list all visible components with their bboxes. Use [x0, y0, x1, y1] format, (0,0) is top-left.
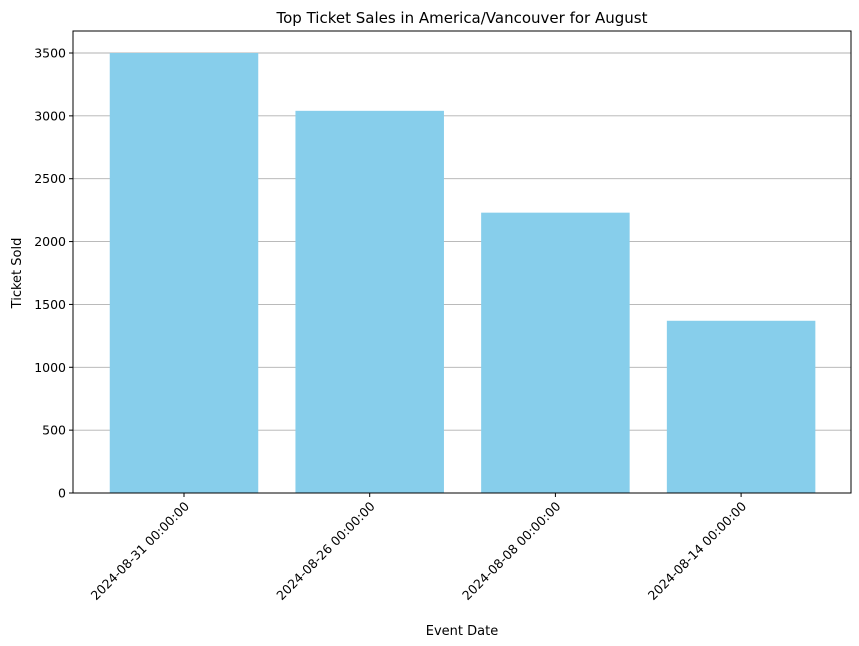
- bar: [481, 212, 630, 493]
- y-axis-label: Ticket Sold: [10, 238, 25, 310]
- y-tick-label: 0: [58, 486, 66, 501]
- bar: [295, 110, 444, 493]
- x-axis-label: Event Date: [426, 624, 498, 639]
- y-tick-label: 1500: [34, 297, 66, 312]
- x-tick-label: 2024-08-14 00:00:00: [645, 498, 750, 603]
- x-tick-label: 2024-08-26 00:00:00: [273, 498, 378, 603]
- y-tick-label: 3000: [34, 108, 66, 123]
- bar: [666, 320, 816, 493]
- x-tick-label: 2024-08-08 00:00:00: [459, 498, 564, 603]
- bars: [109, 53, 816, 493]
- bar: [109, 53, 259, 493]
- y-tick-label: 500: [42, 423, 66, 438]
- y-tick-label: 1000: [34, 360, 66, 375]
- y-tick-label: 2000: [34, 234, 66, 249]
- x-tick-label: 2024-08-31 00:00:00: [88, 498, 193, 603]
- chart-title: Top Ticket Sales in America/Vancouver fo…: [276, 9, 648, 27]
- y-tick-label: 3500: [34, 46, 66, 61]
- y-tick-label: 2500: [34, 171, 66, 186]
- plot-frame: [72, 30, 852, 494]
